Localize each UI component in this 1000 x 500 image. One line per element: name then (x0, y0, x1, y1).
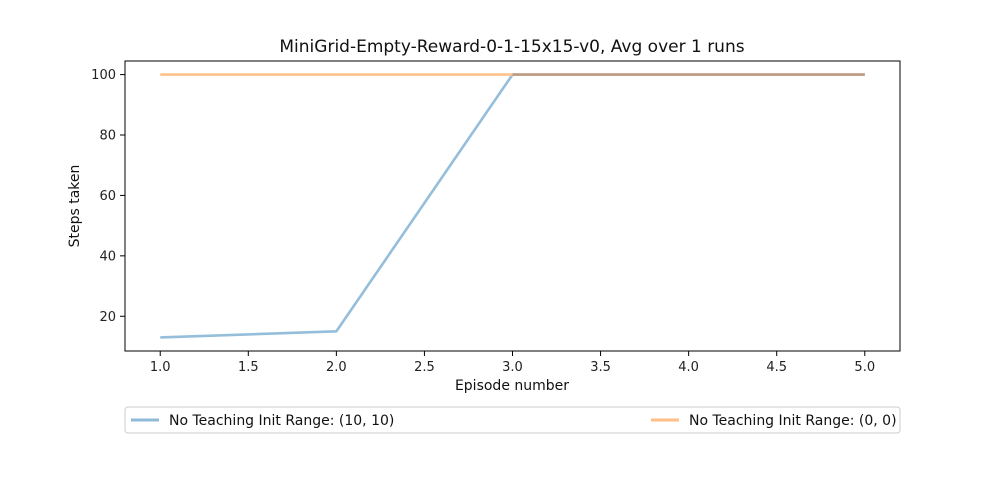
x-axis: 1.0 1.5 2.0 2.5 3.0 3.5 4.0 4.5 5.0 (150, 351, 875, 375)
x-tick-label: 3.0 (502, 360, 523, 375)
x-tick-label: 4.5 (766, 360, 787, 375)
x-tick-label: 2.0 (326, 360, 347, 375)
chart-title: MiniGrid-Empty-Reward-0-1-15x15-v0, Avg … (279, 37, 744, 57)
legend-label-series-2: No Teaching Init Range: (0, 0) (689, 413, 897, 429)
legend-frame (124, 406, 901, 434)
x-tick-label: 3.5 (590, 360, 611, 375)
y-axis: 20 40 60 80 100 (91, 68, 125, 325)
x-tick-label: 2.5 (414, 360, 435, 375)
legend: No Teaching Init Range: (10, 10) No Teac… (124, 406, 901, 434)
y-tick-label: 100 (91, 68, 116, 83)
y-axis-title: Steps taken (67, 165, 83, 248)
x-axis-title: Episode number (455, 378, 569, 394)
y-tick-label: 20 (99, 310, 116, 325)
legend-label-series-1: No Teaching Init Range: (10, 10) (169, 413, 394, 429)
x-tick-label: 5.0 (854, 360, 875, 375)
series-layer (160, 73, 865, 339)
y-tick-label: 60 (99, 189, 116, 204)
series-line-1 (160, 73, 865, 339)
plot-frame (124, 60, 901, 352)
y-tick-label: 40 (99, 249, 116, 264)
y-tick-label: 80 (99, 129, 116, 144)
x-tick-label: 1.0 (150, 360, 171, 375)
x-tick-label: 1.5 (238, 360, 259, 375)
x-tick-label: 4.0 (678, 360, 699, 375)
